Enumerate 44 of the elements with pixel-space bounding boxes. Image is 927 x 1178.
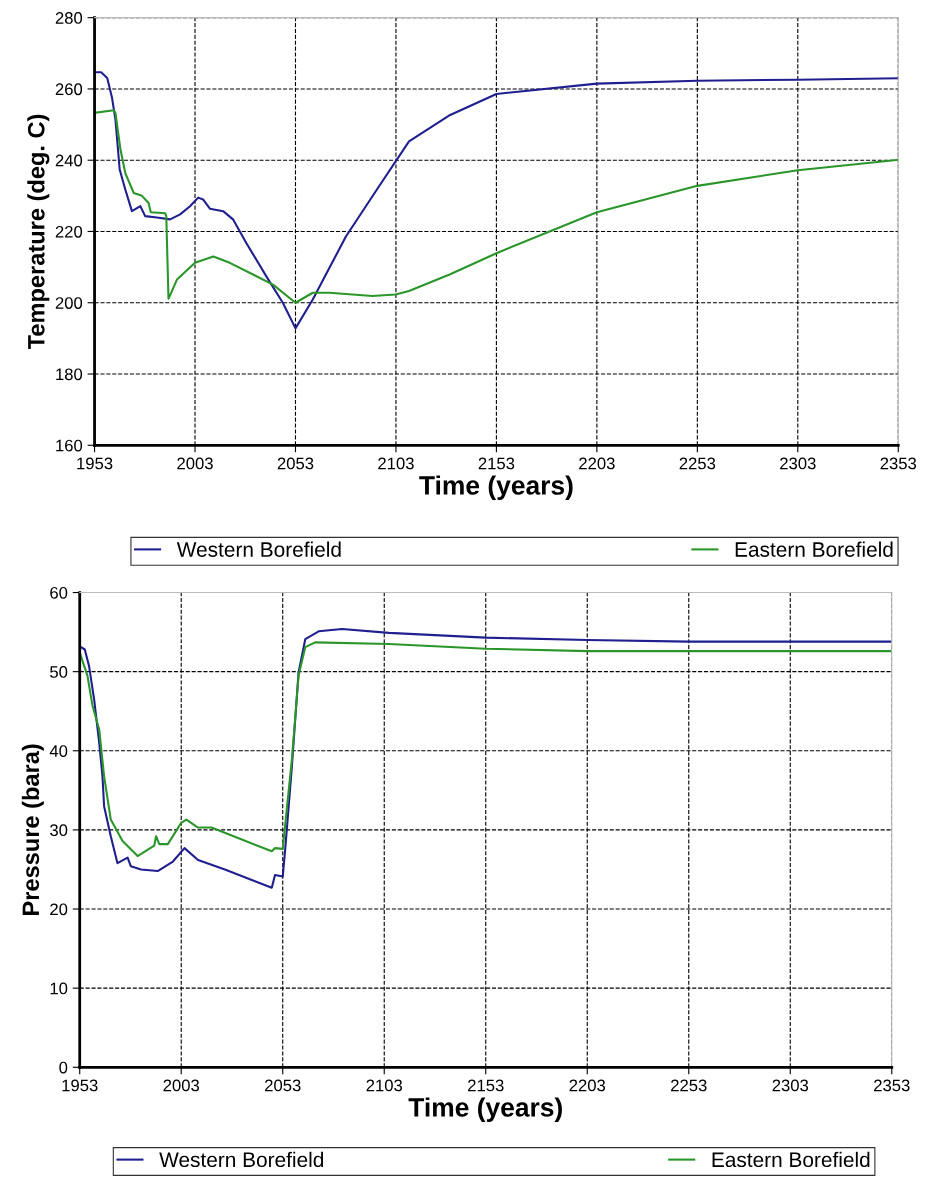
- y-tick-label: 200: [55, 297, 83, 309]
- x-tick-label: 2253: [679, 457, 716, 470]
- y-tick-label: 160: [56, 439, 83, 452]
- x-axis-title: Time (years): [408, 1097, 562, 1122]
- y-tick-label: 240: [55, 154, 83, 167]
- y-tick-label: 50: [50, 666, 68, 678]
- line-series: [94, 71, 899, 330]
- x-tick-label: 2053: [265, 1079, 301, 1092]
- y-tick-label: 40: [49, 745, 68, 757]
- line-series: [94, 109, 899, 304]
- legend-label: Western Borefield: [159, 1151, 324, 1168]
- x-tick-label: 2253: [671, 1079, 707, 1092]
- y-tick-label: 20: [50, 903, 68, 916]
- line-series: [79, 627, 892, 889]
- x-tick-label: 1953: [77, 457, 113, 470]
- legend-label: Eastern Borefield: [712, 1151, 870, 1168]
- x-tick-label: 2103: [378, 457, 414, 470]
- x-tick-label: 2353: [874, 1079, 910, 1092]
- y-tick-label: 280: [55, 12, 83, 24]
- x-tick-label: 1953: [62, 1079, 98, 1092]
- y-tick-label: 180: [56, 368, 83, 381]
- x-tick-label: 2203: [569, 1079, 606, 1092]
- y-tick-label: 10: [50, 982, 68, 995]
- x-tick-label: 2203: [579, 457, 615, 470]
- legend-label: Eastern Borefield: [735, 541, 893, 557]
- y-axis-title: Pressure (bara): [21, 744, 44, 915]
- x-tick-label: 2153: [478, 457, 515, 470]
- x-tick-label: 2153: [468, 1079, 504, 1092]
- y-tick-label: 0: [59, 1061, 68, 1074]
- y-tick-label: 30: [50, 824, 68, 837]
- x-tick-label: 2103: [366, 1079, 403, 1092]
- x-tick-label: 2353: [880, 457, 917, 470]
- legend-label: Western Borefield: [176, 541, 341, 557]
- line-series: [79, 641, 892, 858]
- x-tick-label: 2303: [780, 457, 816, 470]
- x-tick-label: 2303: [772, 1079, 809, 1092]
- x-tick-label: 2003: [177, 457, 213, 470]
- y-tick-label: 260: [55, 83, 83, 96]
- y-tick-label: 220: [55, 225, 83, 238]
- x-axis-title: Time (years): [419, 475, 573, 500]
- x-tick-label: 2053: [277, 457, 314, 470]
- y-axis-title: Temperature (deg. C): [27, 114, 50, 350]
- x-tick-label: 2003: [163, 1079, 200, 1092]
- y-tick-label: 60: [50, 586, 68, 599]
